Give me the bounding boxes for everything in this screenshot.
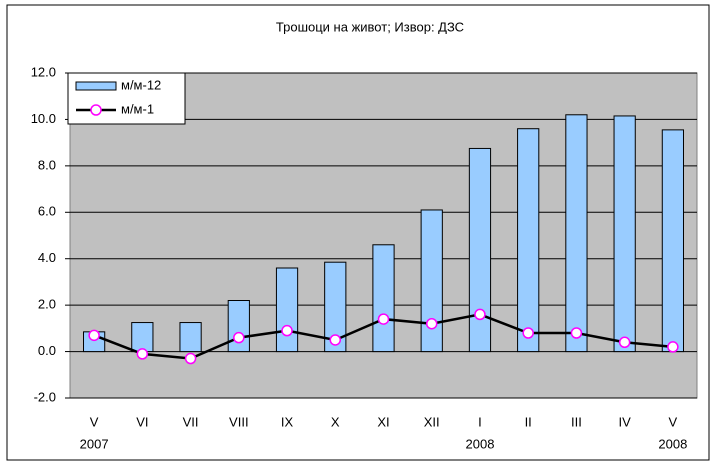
line-marker: [474, 308, 486, 321]
bar: [324, 261, 347, 353]
x-tick-label: I: [478, 414, 482, 429]
y-tick-label: 8.0: [38, 157, 56, 172]
x-tick-label: IX: [281, 414, 294, 429]
y-tick-label: 12.0: [31, 64, 56, 79]
x-tick-label: X: [331, 414, 340, 429]
x-tick-label: V: [669, 414, 678, 429]
legend-label: м/м-12: [121, 77, 161, 92]
x-tick-label: IV: [619, 414, 632, 429]
bar: [131, 322, 154, 353]
line-marker: [233, 331, 245, 344]
x-tick-label: XI: [377, 414, 389, 429]
line-marker: [88, 329, 100, 342]
y-tick-label: 4.0: [38, 250, 56, 265]
y-tick-label: 0.0: [38, 343, 56, 358]
year-label: 2007: [80, 436, 109, 451]
y-tick-label: 10.0: [31, 111, 56, 126]
y-tick-label: 2.0: [38, 297, 56, 312]
line-marker: [136, 348, 149, 360]
bar: [227, 300, 250, 353]
x-tick-label: VIII: [229, 414, 249, 429]
legend-marker: [90, 104, 102, 116]
bar: [613, 115, 636, 353]
x-tick-label: VII: [183, 414, 199, 429]
x-tick-label: II: [525, 414, 532, 429]
line-marker: [667, 341, 679, 353]
line-marker: [618, 336, 631, 349]
bar: [468, 147, 492, 353]
legend-label: м/м-1: [121, 101, 154, 116]
bar: [661, 129, 684, 353]
line-marker: [570, 327, 583, 339]
y-tick-label: 6.0: [38, 204, 56, 219]
line-marker: [377, 313, 390, 325]
x-tick-label: V: [90, 414, 99, 429]
line-marker: [281, 324, 293, 337]
line-marker: [522, 327, 534, 339]
line-marker: [184, 352, 197, 365]
x-tick-label: III: [571, 414, 582, 429]
bar: [275, 267, 299, 353]
bar: [565, 114, 588, 353]
year-label: 2008: [466, 436, 495, 451]
line-marker: [329, 334, 342, 346]
y-tick-label: -2.0: [34, 389, 56, 404]
bar: [420, 209, 443, 353]
year-label: 2008: [658, 436, 687, 451]
line-marker: [425, 317, 438, 330]
x-tick-label: XII: [424, 414, 440, 429]
chart-title: Трошоци на живот; Извор: ДЗС: [276, 19, 464, 34]
legend-swatch: [75, 81, 117, 91]
x-tick-label: VI: [136, 414, 148, 429]
bar: [372, 244, 395, 353]
bar: [517, 128, 540, 353]
bar: [179, 322, 202, 353]
